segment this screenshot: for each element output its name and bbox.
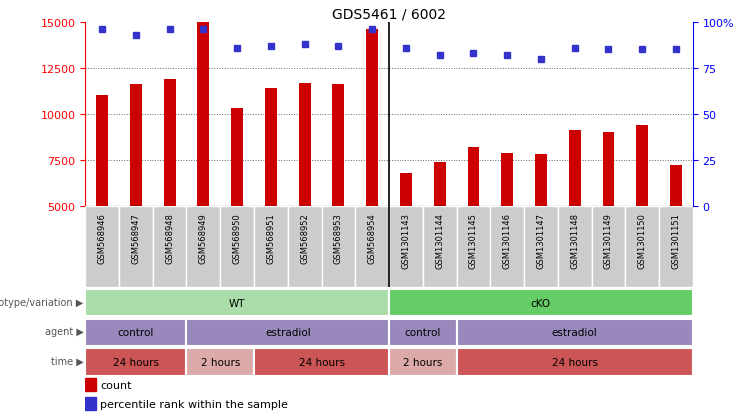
Bar <box>501 153 513 206</box>
Text: percentile rank within the sample: percentile rank within the sample <box>101 399 288 409</box>
Bar <box>85 319 187 346</box>
Text: 24 hours: 24 hours <box>299 357 345 367</box>
Text: 2 hours: 2 hours <box>201 357 240 367</box>
Bar <box>85 378 96 392</box>
Bar <box>355 206 389 287</box>
Text: 24 hours: 24 hours <box>113 357 159 367</box>
Bar <box>322 206 355 287</box>
Text: GSM1301144: GSM1301144 <box>435 213 444 269</box>
Bar <box>456 319 693 346</box>
Bar <box>456 206 491 287</box>
Bar <box>197 23 209 206</box>
Bar <box>333 85 345 206</box>
Text: GSM1301150: GSM1301150 <box>638 213 647 269</box>
Text: GSM568951: GSM568951 <box>266 213 276 263</box>
Bar <box>299 83 310 206</box>
Text: WT: WT <box>229 298 245 308</box>
Bar <box>85 349 187 376</box>
Text: estradiol: estradiol <box>265 328 310 337</box>
Title: GDS5461 / 6002: GDS5461 / 6002 <box>332 7 446 21</box>
Bar <box>265 89 277 206</box>
Text: GSM568953: GSM568953 <box>334 213 343 263</box>
Bar <box>85 397 96 410</box>
Bar <box>389 290 693 317</box>
Bar <box>602 133 614 206</box>
Text: 2 hours: 2 hours <box>403 357 442 367</box>
Bar <box>625 206 659 287</box>
Bar <box>187 349 254 376</box>
Bar <box>85 206 119 287</box>
Text: GSM568950: GSM568950 <box>233 213 242 263</box>
Bar <box>456 349 693 376</box>
Bar <box>220 206 254 287</box>
Bar <box>96 96 108 206</box>
Text: GSM1301145: GSM1301145 <box>469 213 478 269</box>
Bar <box>491 206 524 287</box>
Text: control: control <box>118 328 154 337</box>
Text: count: count <box>101 380 132 390</box>
Text: GSM1301147: GSM1301147 <box>536 213 545 269</box>
Bar <box>591 206 625 287</box>
Text: agent ▶: agent ▶ <box>44 326 84 337</box>
Bar <box>468 148 479 206</box>
Text: estradiol: estradiol <box>552 328 597 337</box>
Bar <box>423 206 456 287</box>
Text: GSM1301149: GSM1301149 <box>604 213 613 269</box>
Text: GSM1301148: GSM1301148 <box>570 213 579 269</box>
Bar <box>119 206 153 287</box>
Text: time ▶: time ▶ <box>51 356 84 366</box>
Text: genotype/variation ▶: genotype/variation ▶ <box>0 297 84 307</box>
Bar <box>153 206 187 287</box>
Bar <box>187 206 220 287</box>
Text: GSM568952: GSM568952 <box>300 213 309 263</box>
Text: control: control <box>405 328 441 337</box>
Bar <box>366 30 378 206</box>
Text: GSM1301151: GSM1301151 <box>671 213 680 269</box>
Bar <box>637 126 648 206</box>
Bar <box>670 166 682 206</box>
Bar <box>524 206 558 287</box>
Bar <box>187 319 389 346</box>
Bar <box>659 206 693 287</box>
Text: GSM568948: GSM568948 <box>165 213 174 263</box>
Text: GSM568954: GSM568954 <box>368 213 376 263</box>
Text: GSM1301143: GSM1301143 <box>402 213 411 269</box>
Bar <box>400 173 412 206</box>
Bar <box>389 319 456 346</box>
Text: cKO: cKO <box>531 298 551 308</box>
Bar <box>389 206 423 287</box>
Bar <box>85 290 389 317</box>
Bar <box>569 131 581 206</box>
Bar <box>288 206 322 287</box>
Bar <box>231 109 243 206</box>
Bar <box>389 349 456 376</box>
Text: GSM1301146: GSM1301146 <box>502 213 512 269</box>
Text: 24 hours: 24 hours <box>552 357 598 367</box>
Text: GSM568947: GSM568947 <box>131 213 140 263</box>
Bar <box>433 162 445 206</box>
Bar <box>558 206 591 287</box>
Bar <box>130 85 142 206</box>
Bar <box>254 349 389 376</box>
Text: GSM568946: GSM568946 <box>98 213 107 263</box>
Bar <box>164 80 176 206</box>
Bar <box>535 155 547 206</box>
Bar <box>254 206 288 287</box>
Text: GSM568949: GSM568949 <box>199 213 208 263</box>
